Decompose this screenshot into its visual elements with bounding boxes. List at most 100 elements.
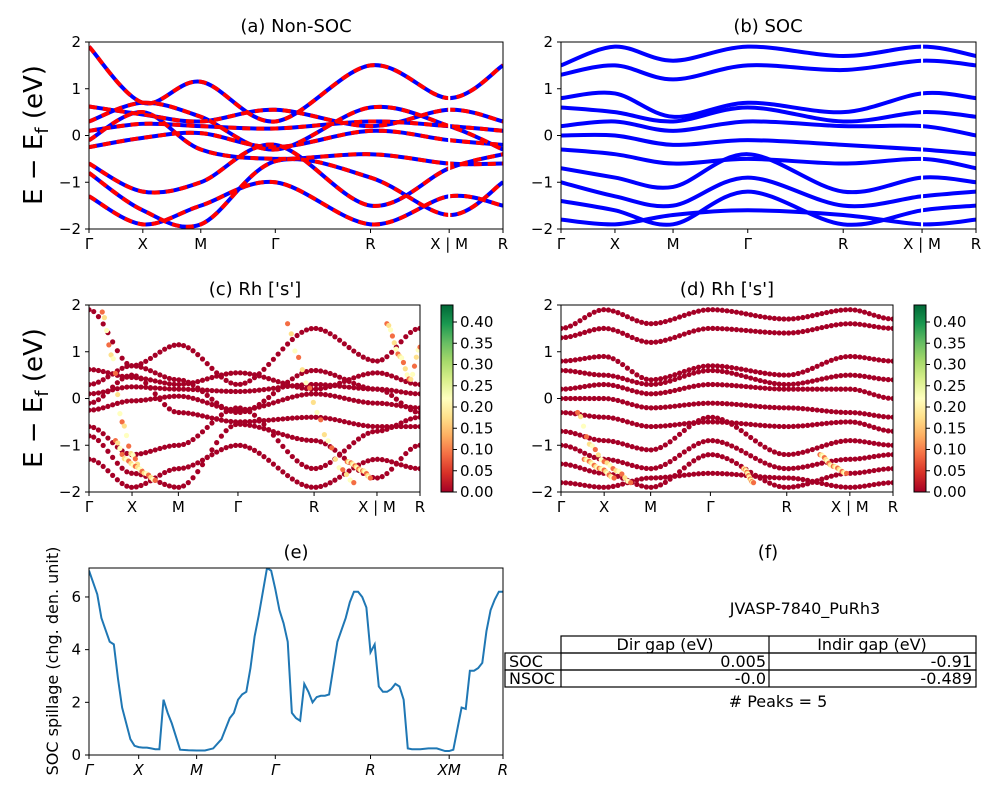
band-point [771, 315, 778, 321]
band-point [700, 419, 706, 425]
band-point [762, 370, 768, 376]
band-point [681, 472, 687, 478]
x-tick-label: Γ [557, 498, 566, 516]
band-point [162, 402, 168, 408]
band-point [360, 460, 366, 466]
band-point-high [589, 443, 595, 449]
band-point [582, 482, 588, 488]
band-point [871, 481, 877, 488]
band-point [105, 435, 111, 441]
band-point [199, 356, 206, 362]
band-point [577, 318, 583, 324]
y-tick-label: 2 [543, 33, 553, 51]
band-point [705, 381, 711, 388]
band-point [714, 415, 721, 421]
band-point-high [387, 327, 394, 333]
band-point [223, 445, 229, 451]
band-point [880, 394, 887, 400]
band-point [171, 386, 177, 392]
band-point [866, 454, 872, 460]
band-point [308, 391, 314, 397]
band-point [601, 395, 607, 402]
panel-c-ylabel: E − Ef (eV) [19, 328, 53, 468]
band-point [866, 323, 872, 329]
band-point [119, 376, 125, 382]
band-point [294, 393, 300, 399]
band-point [157, 396, 163, 403]
x-tick-label: M [190, 761, 203, 779]
band-point-high [115, 440, 121, 446]
band-point [852, 438, 858, 444]
band-point-high [351, 480, 357, 486]
band-point [157, 479, 163, 486]
band-point [776, 386, 782, 392]
band-point [204, 361, 210, 367]
band-point [403, 403, 409, 410]
band-point [620, 441, 626, 447]
band-point [667, 378, 673, 384]
band-point [318, 382, 324, 388]
band-point [695, 327, 702, 333]
colorbar [913, 304, 927, 493]
band-point [624, 386, 631, 392]
x-tick-label: M [644, 498, 657, 516]
band-point [379, 457, 385, 463]
band-point [114, 380, 120, 386]
band-point [828, 473, 834, 479]
band-point [572, 463, 578, 469]
band-point [676, 431, 683, 437]
band-point [686, 329, 692, 336]
band-point [582, 355, 588, 362]
band-point [561, 325, 564, 331]
band-point [667, 373, 673, 379]
band-point [280, 346, 286, 352]
band-point [147, 368, 154, 374]
band-point [596, 470, 602, 476]
band-point [332, 416, 338, 423]
band-point [285, 395, 291, 401]
band-point [714, 470, 721, 477]
band-point [351, 440, 357, 446]
band-point [171, 393, 177, 399]
band-point [752, 422, 759, 428]
band-point [341, 384, 347, 390]
band-point [572, 357, 578, 363]
band-point [582, 450, 588, 456]
band-point [389, 459, 395, 465]
band-point [776, 465, 782, 471]
band-point [852, 372, 858, 378]
band-point [605, 372, 612, 378]
band-point [308, 326, 314, 332]
x-tick-label: Γ [85, 761, 95, 779]
band-point [237, 370, 243, 376]
band-point [166, 467, 172, 474]
band-point [662, 379, 668, 385]
y-tick-label: 1 [543, 343, 553, 361]
band-point [857, 438, 863, 444]
colorbar-tick-label: 0.15 [460, 419, 493, 437]
band-point [819, 386, 825, 392]
band-point [643, 376, 649, 382]
band-point [662, 375, 668, 381]
band-point [195, 469, 201, 475]
band-point-high [386, 322, 392, 329]
band-point [686, 384, 692, 390]
band-point [805, 406, 811, 412]
band-point [412, 415, 418, 421]
band-point [91, 407, 97, 413]
band-point [341, 341, 347, 347]
band-point [767, 385, 773, 392]
x-tick-label: Γ [557, 235, 566, 253]
band-point [294, 373, 300, 379]
band-point [629, 316, 635, 322]
band-point-high [404, 372, 410, 378]
band-point [214, 416, 220, 422]
band-point [162, 394, 168, 400]
band-point [95, 397, 102, 403]
band-point [861, 355, 868, 361]
band-point [767, 329, 773, 336]
band-point [289, 394, 295, 400]
band-point [91, 367, 97, 373]
band-point [171, 442, 177, 449]
band-point [370, 429, 376, 435]
